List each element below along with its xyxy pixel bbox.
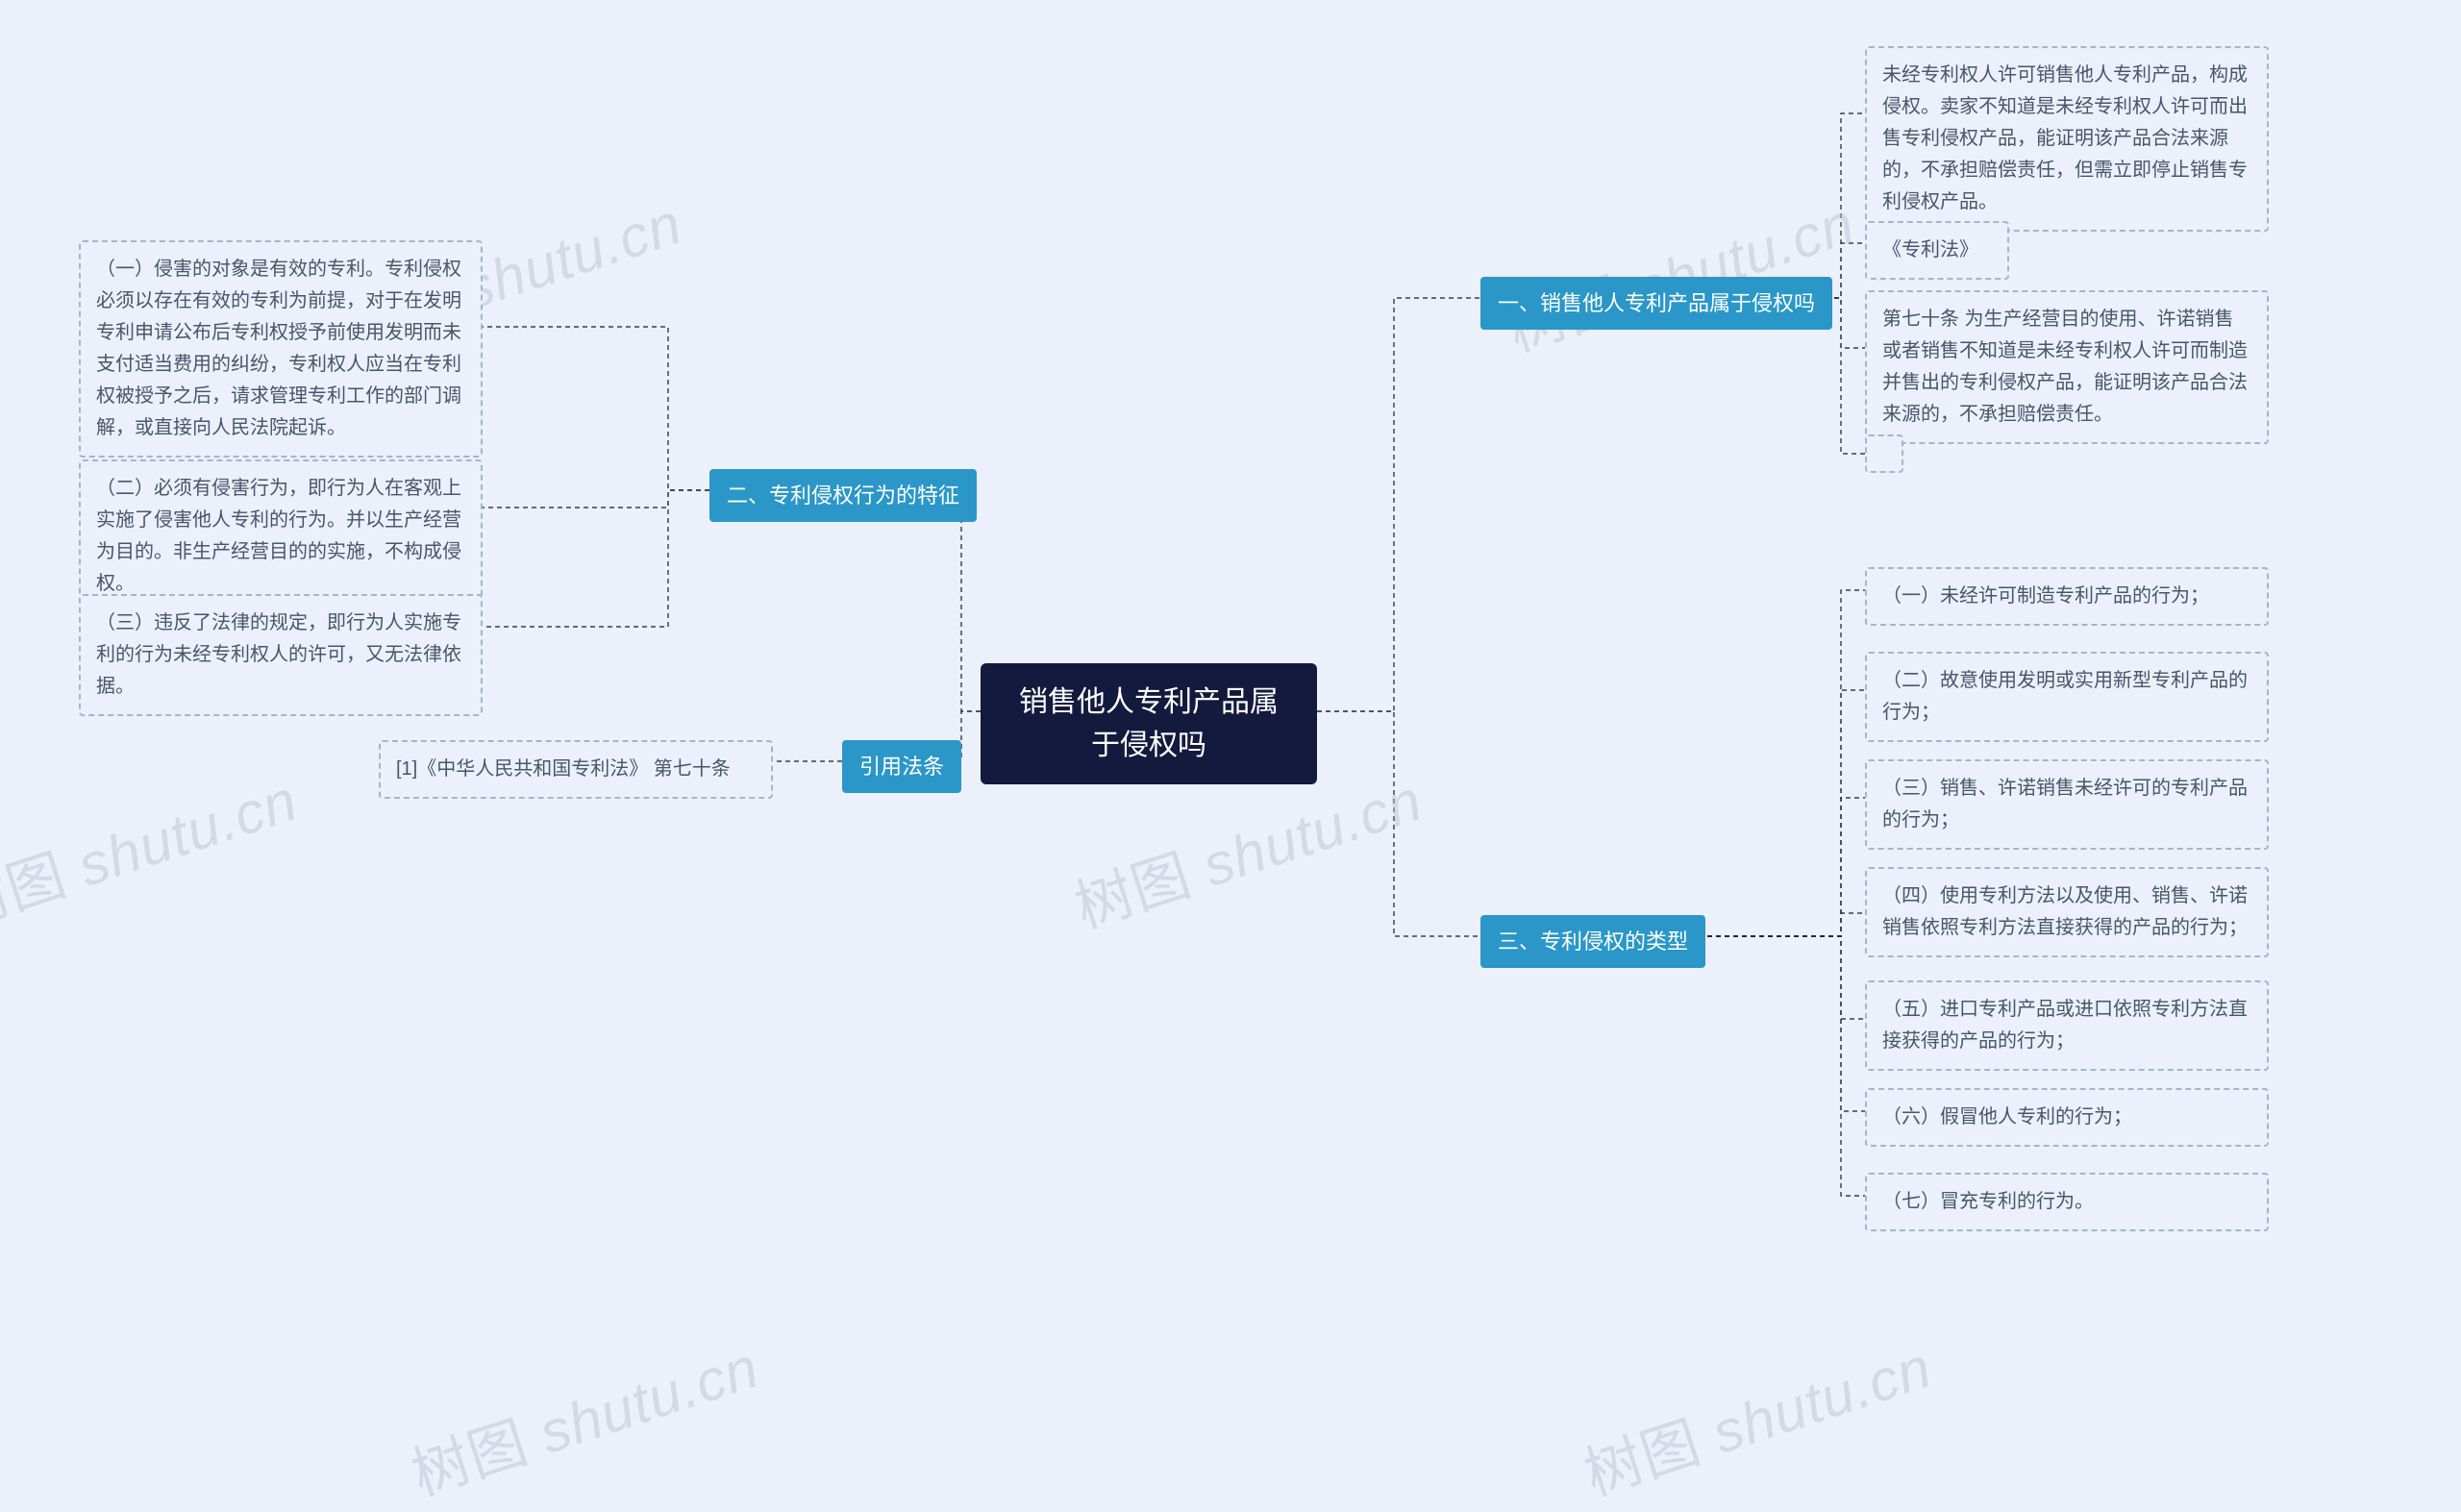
leaf-b1-1[interactable]: 未经专利权人许可销售他人专利产品，构成侵权。卖家不知道是未经专利权人许可而出售专… <box>1865 46 2269 232</box>
branch-4[interactable]: 引用法条 <box>842 740 961 793</box>
leaf-b3-4[interactable]: （四）使用专利方法以及使用、销售、许诺销售依照专利方法直接获得的产品的行为； <box>1865 867 2269 957</box>
leaf-b1-3[interactable]: 第七十条 为生产经营目的使用、许诺销售或者销售不知道是未经专利权人许可而制造并售… <box>1865 290 2269 444</box>
watermark: 树图 shutu.cn <box>1496 177 1864 367</box>
leaf-b3-3[interactable]: （三）销售、许诺销售未经许可的专利产品的行为； <box>1865 759 2269 850</box>
leaf-b3-6[interactable]: （六）假冒他人专利的行为； <box>1865 1088 2269 1147</box>
leaf-b3-7[interactable]: （七）冒充专利的行为。 <box>1865 1173 2269 1231</box>
leaf-b2-3[interactable]: （三）违反了法律的规定，即行为人实施专利的行为未经专利权人的许可，又无法律依据。 <box>79 594 483 716</box>
branch-2[interactable]: 二、专利侵权行为的特征 <box>709 469 977 522</box>
watermark: 树图 shutu.cn <box>400 1321 768 1511</box>
leaf-b2-2[interactable]: （二）必须有侵害行为，即行为人在客观上实施了侵害他人专利的行为。并以生产经营为目… <box>79 459 483 613</box>
leaf-b1-4[interactable] <box>1865 434 1903 473</box>
branch-3[interactable]: 三、专利侵权的类型 <box>1480 915 1705 968</box>
branch-1[interactable]: 一、销售他人专利产品属于侵权吗 <box>1480 277 1832 330</box>
watermark: 树图 shutu.cn <box>0 754 307 944</box>
leaf-b2-1[interactable]: （一）侵害的对象是有效的专利。专利侵权必须以存在有效的专利为前提，对于在发明专利… <box>79 240 483 458</box>
watermark: 树图 shutu.cn <box>1573 1321 1941 1511</box>
leaf-b3-1[interactable]: （一）未经许可制造专利产品的行为； <box>1865 567 2269 626</box>
mindmap-canvas: 树图 shutu.cn 树图 shutu.cn 树图 shutu.cn 树图 s… <box>0 0 2461 1474</box>
leaf-b3-2[interactable]: （二）故意使用发明或实用新型专利产品的行为； <box>1865 652 2269 742</box>
leaf-b3-5[interactable]: （五）进口专利产品或进口依照专利方法直接获得的产品的行为； <box>1865 980 2269 1071</box>
leaf-b4-1[interactable]: [1]《中华人民共和国专利法》 第七十条 <box>379 740 773 799</box>
root-node[interactable]: 销售他人专利产品属于侵权吗 <box>981 663 1317 784</box>
leaf-b1-2[interactable]: 《专利法》 <box>1865 221 2009 280</box>
